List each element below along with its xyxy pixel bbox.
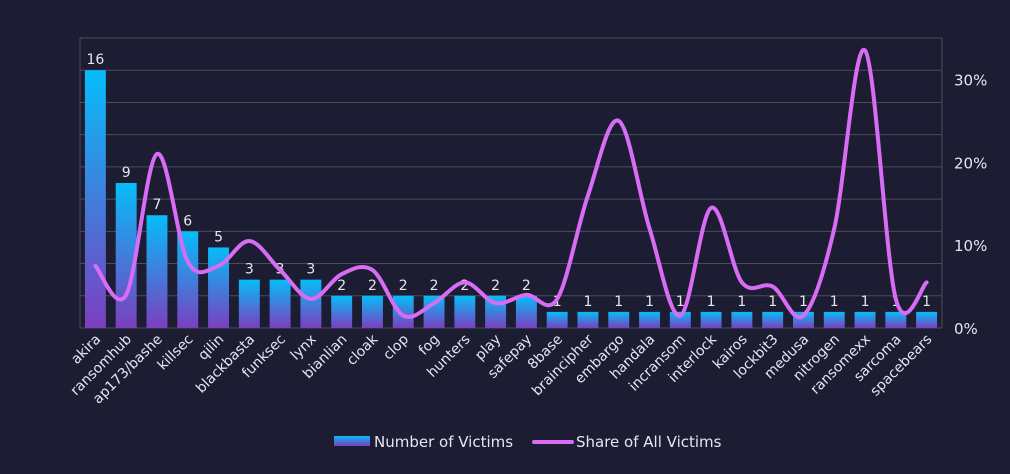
legend: Number of Victims Share of All Victims [334,433,722,451]
bar-value-label: 3 [245,262,254,278]
bar-value-label: 9 [122,165,131,181]
bar-value-label: 2 [337,278,346,294]
bar-ransomhub [115,183,137,328]
bar-value-label: 2 [491,278,500,294]
bar-value-label: 1 [676,294,685,310]
bar-value-label: 3 [306,262,315,278]
bar-value-label: 2 [399,278,408,294]
bar-nitrogen [823,311,845,328]
bar-hunters [454,295,476,328]
bar-value-label: 2 [368,278,377,294]
bar-braincipher [577,311,599,328]
bar-value-label: 5 [214,229,223,245]
x-tick-label: clop [380,331,412,363]
line-series [93,48,929,320]
bar-lockbit3 [762,311,784,328]
bar-ap173/bashe [146,215,168,328]
x-tick-label: killsec [155,332,197,374]
bar-killsec [177,231,199,328]
y-right-tick-label: 0% [954,320,978,338]
bar-value-label: 1 [737,294,746,310]
bar-interlock [700,311,722,328]
bar-sarcoma [885,311,907,328]
bar-ransomexx [854,311,876,328]
bar-value-label: 1 [645,294,654,310]
bar-value-label: 1 [614,294,623,310]
bar-safepay [515,295,537,328]
bar-embargo [608,311,630,328]
bar-value-label: 1 [861,294,870,310]
bar-blackbasta [238,279,260,328]
y-right-tick-label: 10% [954,237,987,255]
bar-value-label: 1 [922,294,931,310]
bar-value-label: 2 [430,278,439,294]
bar-cloak [361,295,383,328]
share-line [93,48,929,320]
x-tick-label: cloak [344,331,382,369]
bar-akira [84,70,106,328]
bar-value-label: 2 [522,278,531,294]
bar-value-label: 1 [799,294,808,310]
bar-value-label: 7 [153,197,162,213]
bar-value-label: 16 [86,52,104,68]
bar-kairos [731,311,753,328]
legend-line-label: Share of All Victims [576,433,722,451]
bar-spacebears [916,311,938,328]
bar-value-label: 1 [830,294,839,310]
bar-series [84,70,938,328]
bar-handala [639,311,661,328]
bar-value-label: 2 [460,278,469,294]
bar-value-label: 6 [183,213,192,229]
bar-clop [392,295,414,328]
bar-value-label: 1 [584,294,593,310]
y-right-tick-label: 30% [954,71,987,89]
x-axis-ticks: akiraransomhubap173/bashekillsecqilinbla… [68,331,936,407]
bar-bianlian [331,295,353,328]
bar-value-label: 1 [707,294,716,310]
bar-incransom [669,311,691,328]
bar-funksec [269,279,291,328]
bar-value-label: 1 [768,294,777,310]
legend-bar-swatch [334,436,370,446]
bar-lynx [300,279,322,328]
bar-fog [423,295,445,328]
legend-bar-label: Number of Victims [374,433,513,451]
bar-8base [546,311,568,328]
y-right-tick-label: 20% [954,154,987,172]
right-axis-ticks: 0% 10% 20% 30% [954,71,987,338]
